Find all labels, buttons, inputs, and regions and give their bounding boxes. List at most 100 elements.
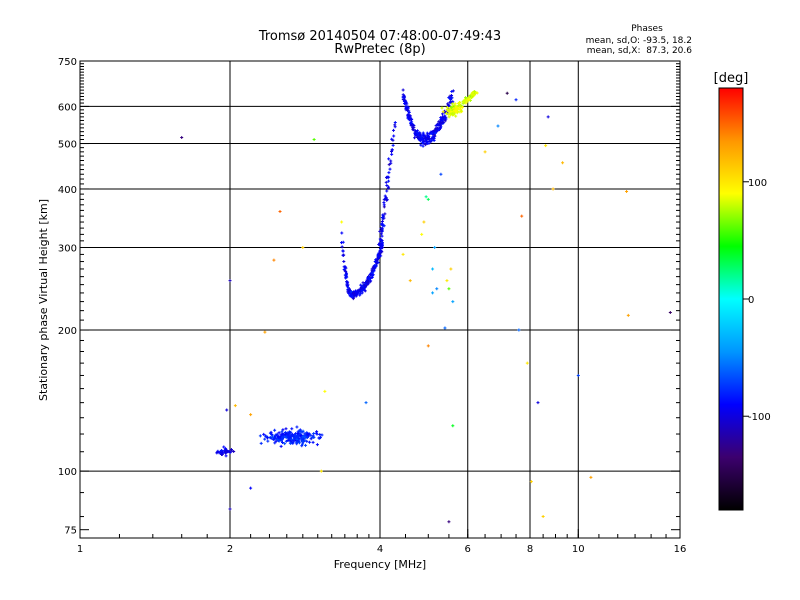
data-point: [420, 137, 424, 141]
data-point: [386, 186, 390, 190]
stats-heading: Phases: [631, 24, 663, 34]
data-point: [439, 118, 443, 122]
data-point: [426, 344, 430, 348]
data-point: [297, 435, 301, 439]
colorbar-label: [deg]: [714, 71, 749, 86]
data-point: [233, 404, 237, 408]
data-point: [300, 440, 304, 444]
stats-line-x: mean, sd,X: 87.3, 20.6: [587, 46, 693, 56]
data-point: [259, 441, 263, 445]
data-point: [432, 139, 436, 143]
data-point: [380, 229, 384, 233]
data-point: [450, 112, 454, 116]
data-point: [286, 436, 290, 440]
data-point: [279, 433, 283, 437]
data-point: [346, 284, 350, 288]
data-point: [359, 283, 363, 287]
data-point: [470, 96, 474, 100]
data-point: [228, 279, 232, 283]
x-axis-label: Frequency [MHz]: [334, 558, 426, 571]
data-point: [276, 435, 280, 439]
data-point: [345, 271, 349, 275]
data-point: [380, 219, 384, 223]
data-point: [426, 197, 430, 201]
data-point: [426, 134, 430, 138]
data-point: [298, 441, 302, 445]
data-point: [422, 139, 426, 143]
data-point: [374, 258, 378, 262]
y-tick-label: 500: [58, 140, 77, 151]
data-point: [298, 429, 302, 433]
data-point: [269, 430, 273, 434]
data-point: [284, 439, 288, 443]
data-point: [449, 267, 453, 271]
data-point: [381, 217, 385, 221]
data-point: [411, 128, 415, 132]
data-point: [289, 441, 293, 445]
data-point: [346, 290, 350, 294]
data-point: [413, 136, 417, 140]
data-point: [315, 443, 319, 447]
data-point: [392, 134, 396, 138]
data-point: [393, 121, 397, 125]
data-point: [387, 163, 391, 167]
data-point: [296, 431, 300, 435]
data-point: [625, 190, 629, 194]
data-point: [232, 450, 236, 454]
data-point: [371, 273, 375, 277]
data-point: [367, 277, 371, 281]
data-point: [376, 255, 380, 259]
data-point: [222, 445, 226, 449]
data-point: [373, 260, 377, 264]
data-point: [318, 435, 322, 439]
data-point: [448, 107, 452, 111]
data-point: [264, 434, 268, 438]
data-point: [258, 434, 262, 438]
data-point: [391, 143, 395, 147]
data-point: [392, 128, 396, 132]
data-point: [454, 104, 458, 108]
data-point: [263, 437, 267, 441]
data-point: [343, 269, 347, 273]
data-point: [369, 273, 373, 277]
stats-line-o: mean, sd,O: -93.5, 18.2: [586, 36, 692, 46]
data-point: [447, 96, 451, 100]
data-point: [295, 440, 299, 444]
data-point: [406, 105, 410, 109]
data-point: [372, 268, 376, 272]
data-point: [387, 179, 391, 183]
data-point: [278, 210, 282, 214]
data-point: [514, 98, 518, 102]
data-point: [357, 288, 361, 292]
data-point: [459, 107, 463, 111]
data-point: [366, 281, 370, 285]
data-point: [215, 450, 219, 454]
data-point: [289, 437, 293, 441]
data-point: [287, 430, 291, 434]
data-point: [228, 451, 232, 455]
data-point: [340, 245, 344, 249]
data-point: [393, 123, 397, 127]
data-point: [312, 138, 316, 142]
data-point: [342, 259, 346, 263]
data-point: [421, 144, 425, 148]
data-point: [448, 96, 452, 100]
data-point: [435, 129, 439, 133]
data-point: [441, 112, 445, 116]
data-point: [447, 115, 451, 119]
data-point: [421, 131, 425, 135]
data-point: [456, 107, 460, 111]
data-point: [382, 201, 386, 205]
colorbar-gradient: [718, 87, 744, 511]
data-point: [281, 428, 285, 432]
data-point: [464, 99, 468, 103]
data-point: [385, 189, 389, 193]
data-point: [356, 290, 360, 294]
data-point: [408, 116, 412, 120]
data-point: [385, 176, 389, 180]
data-point: [348, 288, 352, 292]
x-tick-label: 8: [527, 544, 533, 555]
data-point: [390, 150, 394, 154]
data-point: [304, 443, 308, 447]
data-point: [668, 311, 672, 315]
